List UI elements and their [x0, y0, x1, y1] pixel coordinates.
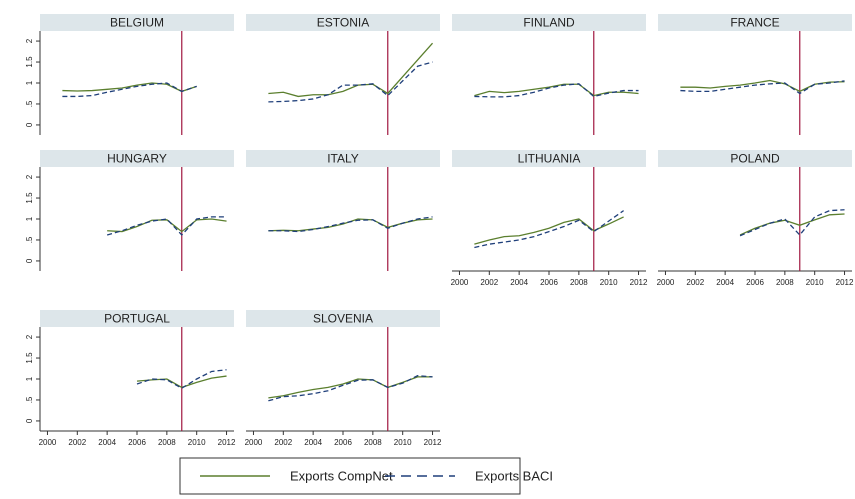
- x-tick-label: 2008: [158, 438, 176, 447]
- y-tick-label: .5: [25, 396, 34, 403]
- x-tick-label: 2004: [716, 278, 734, 287]
- panel-title: HUNGARY: [107, 152, 167, 166]
- y-tick-label: 1: [25, 376, 34, 381]
- panel-title: POLAND: [730, 152, 780, 166]
- panel-strip: [40, 14, 234, 31]
- y-tick-label: 1.5: [25, 352, 34, 364]
- x-tick-label: 2006: [540, 278, 558, 287]
- x-tick-label: 2002: [480, 278, 498, 287]
- panel-strip: [40, 150, 234, 167]
- series-line: [474, 210, 624, 249]
- panel-title: FRANCE: [730, 16, 779, 30]
- series-line: [680, 79, 845, 93]
- x-tick-label: 2010: [806, 278, 824, 287]
- x-tick-label: 2012: [218, 438, 236, 447]
- panel-strip: [246, 14, 440, 31]
- x-tick-label: 2004: [510, 278, 528, 287]
- series-line: [268, 216, 433, 233]
- series-line: [474, 83, 639, 98]
- x-tick-label: 2006: [746, 278, 764, 287]
- x-tick-label: 2006: [128, 438, 146, 447]
- x-tick-label: 2012: [630, 278, 648, 287]
- panel-strip: [452, 150, 646, 167]
- series-line: [268, 374, 433, 402]
- series-line: [268, 42, 434, 98]
- panel-strip: [452, 14, 646, 31]
- x-tick-label: 2002: [68, 438, 86, 447]
- series-line: [136, 375, 227, 389]
- panel-strip: [40, 310, 234, 327]
- panel-strip: [658, 150, 852, 167]
- y-tick-label: 1.5: [25, 192, 34, 204]
- x-tick-label: 2000: [245, 438, 263, 447]
- y-tick-label: 2: [25, 38, 34, 43]
- y-tick-label: 2: [25, 174, 34, 179]
- x-tick-label: 2008: [776, 278, 794, 287]
- x-tick-label: 2010: [600, 278, 618, 287]
- panel-title: LITHUANIA: [518, 152, 581, 166]
- panel-strip: [658, 14, 852, 31]
- y-tick-label: 0: [25, 258, 34, 263]
- y-tick-label: 1: [25, 80, 34, 85]
- series-line: [680, 80, 845, 95]
- series-line: [268, 61, 433, 103]
- panel-strip: [246, 150, 440, 167]
- x-tick-label: 2000: [451, 278, 469, 287]
- series-line: [739, 209, 845, 237]
- y-tick-label: 1.5: [25, 56, 34, 68]
- x-tick-label: 2012: [424, 438, 442, 447]
- series-line: [62, 82, 197, 98]
- panel-strip: [246, 310, 440, 327]
- y-tick-label: 0: [25, 122, 34, 127]
- legend-label: Exports CompNet: [290, 468, 393, 483]
- panel-title: SLOVENIA: [313, 312, 373, 326]
- panel-title: PORTUGAL: [104, 312, 170, 326]
- x-tick-label: 2002: [686, 278, 704, 287]
- x-tick-label: 2002: [274, 438, 292, 447]
- y-tick-label: 2: [25, 334, 34, 339]
- panel-title: FINLAND: [523, 16, 575, 30]
- x-tick-label: 2008: [570, 278, 588, 287]
- series-line: [136, 369, 227, 389]
- series-line: [107, 218, 227, 233]
- panel-title: ITALY: [327, 152, 359, 166]
- y-tick-label: .5: [25, 236, 34, 243]
- legend-label: Exports BACI: [475, 468, 553, 483]
- x-tick-label: 2006: [334, 438, 352, 447]
- x-tick-label: 2012: [836, 278, 854, 287]
- y-tick-label: .5: [25, 100, 34, 107]
- x-tick-label: 2010: [188, 438, 206, 447]
- x-tick-label: 2008: [364, 438, 382, 447]
- y-tick-label: 0: [25, 418, 34, 423]
- panel-title: BELGIUM: [110, 16, 164, 30]
- panel-title: ESTONIA: [317, 16, 369, 30]
- series-line: [474, 83, 639, 97]
- x-tick-label: 2010: [394, 438, 412, 447]
- series-line: [268, 376, 433, 399]
- x-tick-label: 2004: [304, 438, 322, 447]
- series-line: [739, 213, 845, 236]
- series-line: [106, 216, 227, 236]
- x-tick-label: 2000: [657, 278, 675, 287]
- y-tick-label: 1: [25, 216, 34, 221]
- x-tick-label: 2004: [98, 438, 116, 447]
- x-tick-label: 2000: [39, 438, 57, 447]
